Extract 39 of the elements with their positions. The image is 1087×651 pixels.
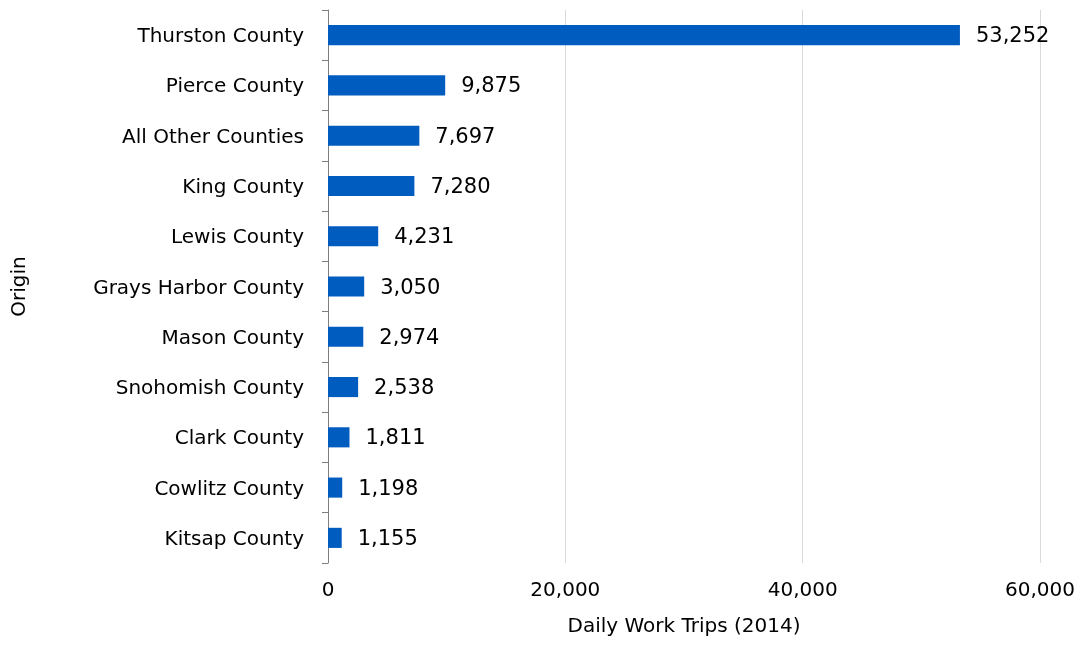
bar [328, 527, 342, 548]
x-axis-title: Daily Work Trips (2014) [567, 613, 801, 637]
y-tick-label: King County [182, 173, 305, 198]
y-tick-label: Thurston County [136, 23, 305, 48]
data-label: 1,811 [365, 425, 426, 450]
x-tick-label: 20,000 [530, 577, 601, 601]
x-tick-label: 60,000 [1005, 577, 1075, 601]
bar [328, 276, 365, 297]
y-tick-label: Grays Harbor County [93, 274, 305, 299]
bar [328, 477, 343, 498]
bar [328, 427, 350, 448]
bar [328, 326, 364, 347]
y-tick-label: Lewis County [170, 224, 305, 249]
bar [328, 175, 415, 197]
bar [328, 125, 420, 146]
y-tick-label: Clark County [174, 425, 305, 450]
bar [328, 226, 379, 247]
data-label: 2,538 [374, 375, 435, 400]
bar [328, 75, 446, 96]
x-tick-label: 40,000 [767, 577, 838, 601]
y-tick-label: Snohomish County [115, 375, 305, 400]
bar [328, 25, 960, 46]
y-tick-label: All Other Counties [122, 123, 304, 148]
data-label: 7,697 [435, 123, 496, 148]
data-label: 3,050 [380, 274, 441, 299]
y-axis-title: Origin [6, 256, 30, 317]
data-label: 53,252 [975, 23, 1050, 48]
data-label: 7,280 [430, 173, 491, 198]
bar [328, 376, 359, 398]
data-label: 4,231 [394, 224, 455, 249]
data-label: 1,155 [357, 525, 418, 550]
data-label: 1,198 [358, 475, 419, 500]
x-tick-label: 0 [321, 577, 335, 601]
y-tick-label: Cowlitz County [154, 475, 305, 500]
data-label: 9,875 [461, 73, 522, 98]
y-tick-label: Kitsap County [164, 525, 305, 550]
y-tick-label: Pierce County [165, 73, 305, 98]
y-tick-label: Mason County [161, 324, 305, 349]
data-label: 2,974 [379, 324, 440, 349]
